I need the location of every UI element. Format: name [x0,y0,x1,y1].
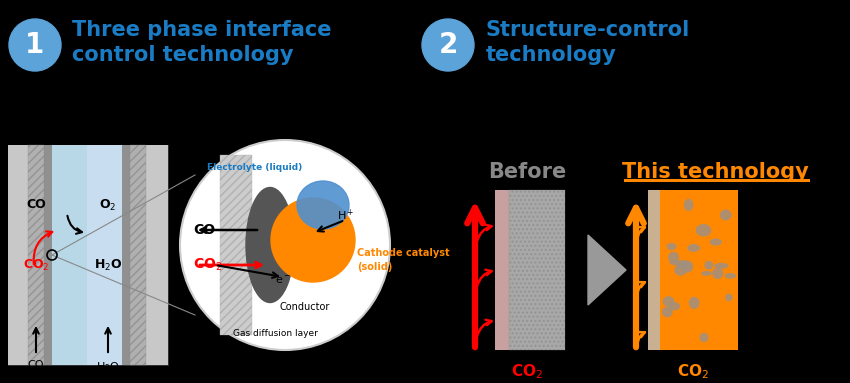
Text: Gas diffusion layer: Gas diffusion layer [233,329,317,337]
Bar [130,145,146,365]
Bar [87,145,122,365]
Ellipse shape [662,307,673,318]
Text: CO: CO [26,198,46,211]
Bar [130,145,146,365]
Text: Three phase interface: Three phase interface [72,20,332,40]
Text: (solid): (solid) [357,262,393,272]
Polygon shape [588,235,626,305]
Ellipse shape [666,243,677,250]
Ellipse shape [695,224,711,237]
Bar [648,190,660,350]
Text: CO$_2$: CO$_2$ [677,362,709,381]
Ellipse shape [712,268,723,279]
Bar [509,190,565,350]
Ellipse shape [688,244,700,252]
Circle shape [180,140,390,350]
Text: H$_2$O: H$_2$O [96,360,120,374]
Bar [28,145,44,365]
Circle shape [271,198,355,282]
Ellipse shape [710,239,722,246]
Text: H$^+$: H$^+$ [337,207,354,223]
Ellipse shape [705,261,713,270]
Bar [660,190,738,350]
Circle shape [9,19,61,71]
Text: Electrolyte (liquid): Electrolyte (liquid) [207,162,303,172]
Bar [8,145,168,365]
Bar [509,190,565,350]
Text: Before: Before [488,162,566,182]
Ellipse shape [714,263,728,269]
Ellipse shape [700,333,709,342]
Ellipse shape [725,273,736,278]
Text: CO$_2$: CO$_2$ [193,257,223,273]
Bar [8,145,28,365]
Text: 2: 2 [439,31,457,59]
Bar [44,145,52,365]
Text: CO$_2$: CO$_2$ [23,257,49,273]
Ellipse shape [669,260,684,265]
Ellipse shape [701,271,711,276]
Ellipse shape [677,260,690,269]
Ellipse shape [720,210,732,221]
Text: CO$_2$: CO$_2$ [511,362,543,381]
Ellipse shape [683,261,694,272]
Ellipse shape [668,252,679,263]
Ellipse shape [674,264,688,276]
Ellipse shape [684,199,694,211]
Bar [28,145,44,365]
Bar [220,155,252,335]
Ellipse shape [688,297,700,309]
Text: Conductor: Conductor [280,302,330,312]
Text: O$_2$: O$_2$ [99,198,116,213]
Text: e$^-$: e$^-$ [275,275,291,286]
Text: control technology: control technology [72,45,293,65]
Ellipse shape [663,296,674,307]
Text: 1: 1 [26,31,44,59]
Bar [495,190,509,350]
Ellipse shape [669,302,680,310]
Text: CO: CO [28,360,44,370]
Ellipse shape [246,188,294,303]
Text: H$_2$O: H$_2$O [94,257,122,273]
Bar [122,145,130,365]
Text: Structure-control: Structure-control [486,20,690,40]
Text: This technology: This technology [621,162,808,182]
Text: Cathode catalyst: Cathode catalyst [357,248,450,258]
Bar [146,145,168,365]
Ellipse shape [297,181,349,229]
Ellipse shape [725,294,733,301]
Circle shape [422,19,474,71]
Text: CO: CO [193,223,215,237]
Bar [220,155,252,335]
Bar [52,145,87,365]
Text: technology: technology [486,45,617,65]
